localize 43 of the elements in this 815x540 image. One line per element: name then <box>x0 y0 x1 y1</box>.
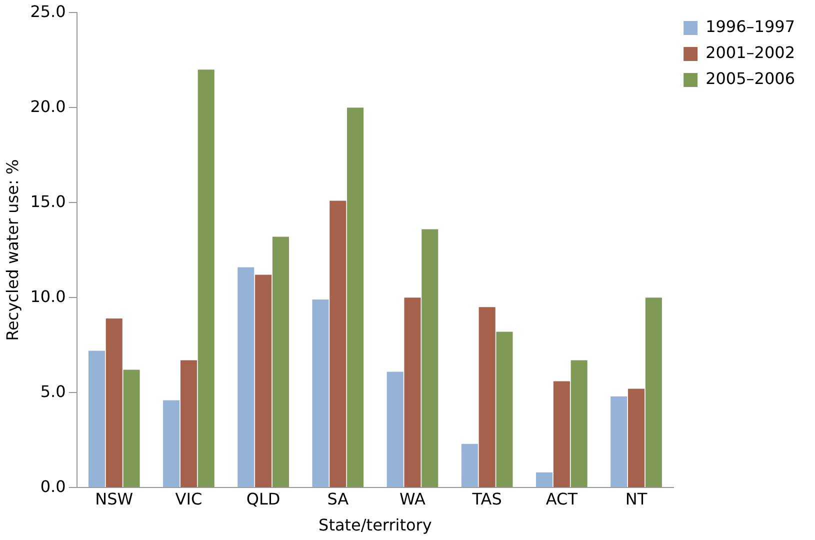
y-tick-label: 25.0 <box>30 2 66 21</box>
y-tick-label: 15.0 <box>30 192 66 211</box>
x-tick-label: QLD <box>246 489 280 508</box>
bar <box>88 350 105 488</box>
bar <box>610 396 628 488</box>
y-tick-label: 20.0 <box>30 96 66 116</box>
bar <box>536 472 553 488</box>
y-tick-label: 5.0 <box>40 382 66 401</box>
x-tick-label: NT <box>625 489 648 508</box>
bar <box>255 274 272 488</box>
bar <box>123 370 140 488</box>
y-tick-label: 0.0 <box>40 476 66 496</box>
bar <box>198 70 214 488</box>
x-tick-label: WA <box>400 489 426 508</box>
bar <box>312 300 329 488</box>
bar <box>645 298 662 488</box>
bar <box>478 307 496 488</box>
bar <box>496 332 513 488</box>
x-tick-label: ACT <box>546 489 578 508</box>
x-tick-label: TAS <box>471 489 502 508</box>
legend-label: 1996–1997 <box>706 17 795 36</box>
bar <box>628 388 645 488</box>
bar <box>386 372 404 488</box>
x-tick-label: VIC <box>175 489 202 508</box>
legend-label: 2001–2002 <box>706 43 795 62</box>
bar <box>180 360 197 488</box>
x-tick-label: NSW <box>95 489 134 508</box>
y-axis-title: Recycled water use: % <box>2 159 22 341</box>
bar <box>553 381 570 488</box>
x-tick-label: SA <box>327 489 349 508</box>
bar <box>570 360 588 488</box>
bar <box>461 444 478 488</box>
x-axis-title: State/territory <box>318 516 432 535</box>
bar <box>238 267 254 488</box>
bar <box>347 108 364 488</box>
bar <box>272 236 289 488</box>
bar <box>404 298 421 488</box>
bar <box>163 400 180 488</box>
bar <box>106 318 122 488</box>
bar <box>422 229 438 488</box>
bar <box>330 200 346 488</box>
y-tick-label: 10.0 <box>30 286 66 306</box>
legend-label: 2005–2006 <box>706 69 795 88</box>
